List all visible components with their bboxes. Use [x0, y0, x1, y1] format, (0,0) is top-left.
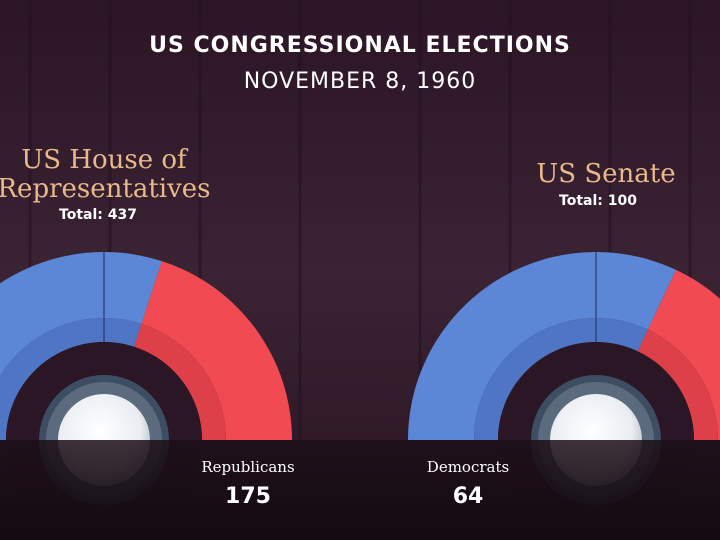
democrats-segment-inner [474, 318, 648, 440]
house-republicans-label: Republicans [201, 458, 294, 476]
republicans-segment-inner [134, 323, 226, 440]
democrats-segment-outer [0, 252, 162, 377]
democrats-segment-outer [408, 251, 677, 440]
house-title-line-2: Representatives [0, 174, 211, 204]
senate-democrats-count: 64 [453, 484, 484, 509]
house-republicans-count: 175 [225, 484, 271, 509]
republicans-segment-inner [637, 329, 718, 440]
democrats-segment-inner [0, 318, 142, 440]
page-title: US CONGRESSIONAL ELECTIONS [149, 33, 571, 58]
senate-democrats-label: Democrats [427, 458, 509, 476]
senate-total: Total: 100 [559, 193, 637, 209]
election-date: NOVEMBER 8, 1960 [244, 69, 477, 94]
republicans-segment-outer [647, 269, 720, 440]
floor-band [0, 440, 720, 540]
house-total: Total: 437 [59, 207, 137, 223]
senate-title: US Senate [536, 159, 675, 189]
house-title-line-1: US House of [21, 145, 189, 175]
republicans-segment-outer [141, 261, 292, 440]
